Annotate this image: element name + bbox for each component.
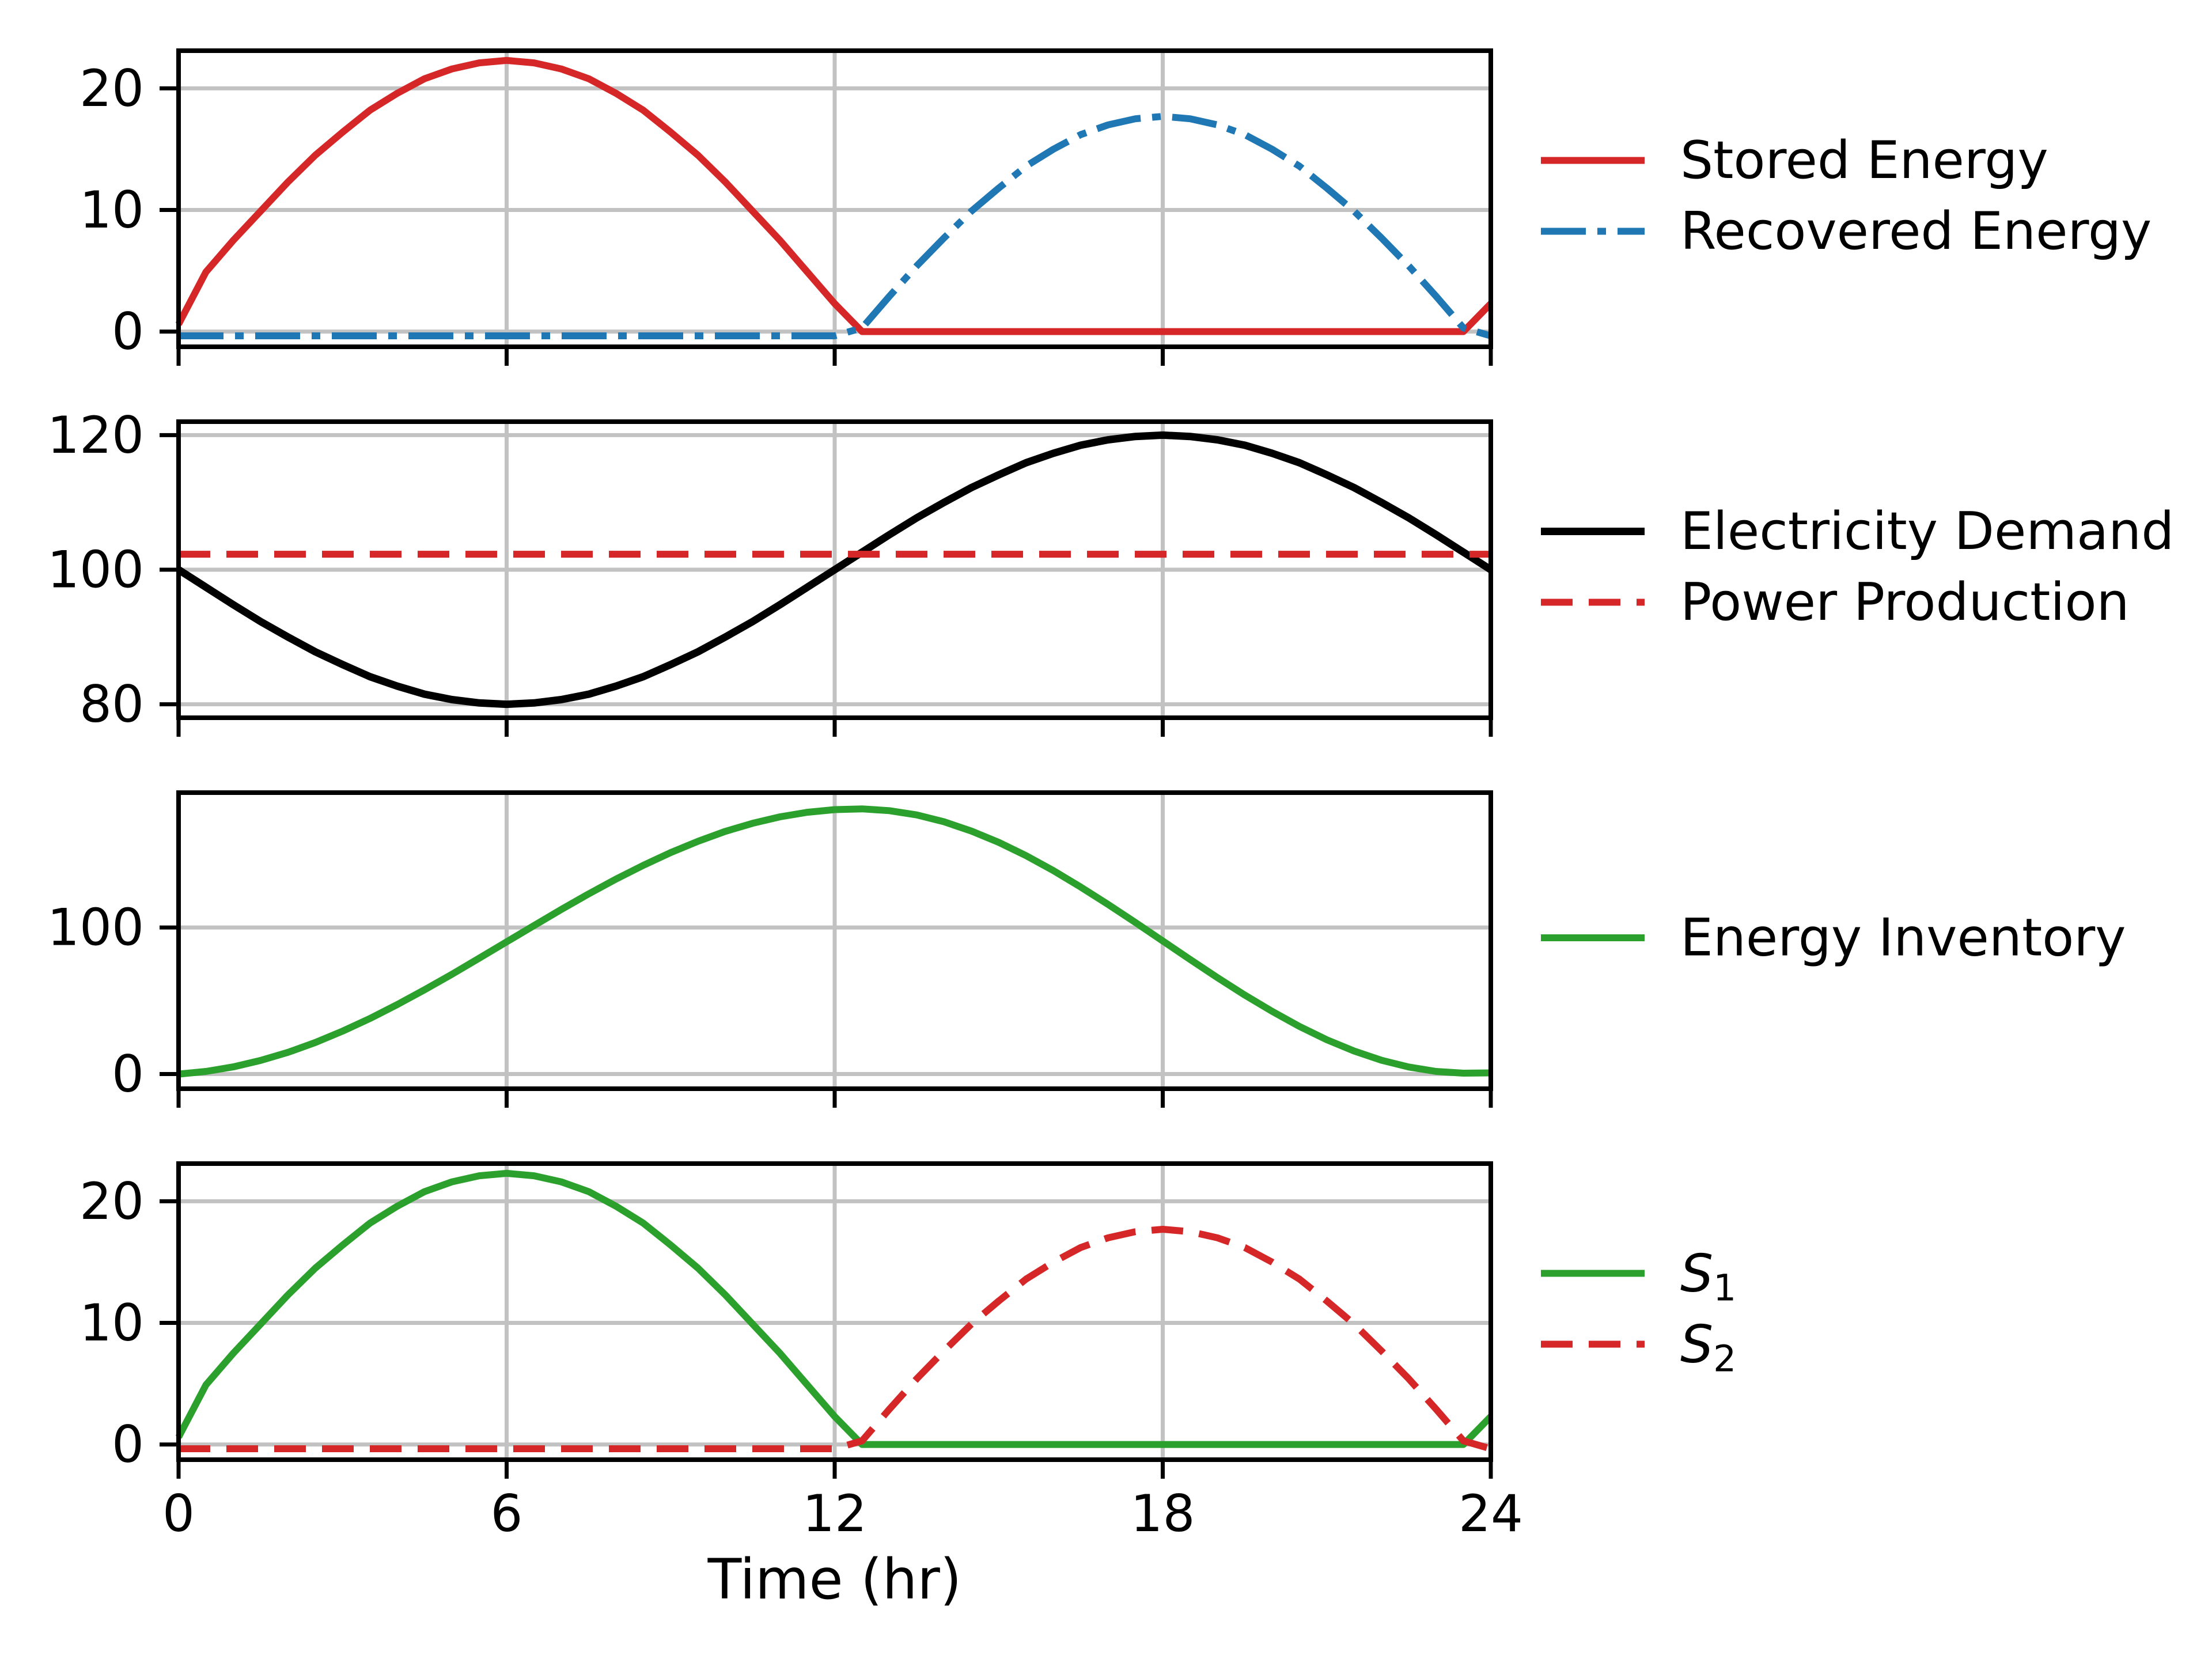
x-tick-label: 0: [162, 1484, 195, 1543]
y-tick-label: 80: [79, 675, 144, 734]
x-tick-label: 18: [1131, 1484, 1195, 1543]
y-tick-label: 20: [79, 59, 144, 118]
legend-entry: Power Production: [1541, 572, 2130, 632]
series-s-1: [175, 1169, 1494, 1448]
legend: Energy Inventory: [1541, 908, 2126, 968]
y-tick-label: 0: [112, 1044, 144, 1104]
y-tick-label: 10: [79, 180, 144, 240]
x-tick-label: 24: [1459, 1484, 1523, 1543]
series-recovered-energy: [179, 113, 1492, 339]
y-tick-label: 10: [79, 1293, 144, 1353]
legend-label: Power Production: [1680, 572, 2130, 632]
subplot-3: 0 100 Energy Inventory: [47, 790, 2126, 1108]
series-stored-energy: [175, 56, 1494, 335]
legend: Electricity Demand Power Production: [1541, 501, 2174, 632]
legend-entry: Electricity Demand: [1541, 501, 2174, 562]
y-tick-label: 0: [112, 302, 144, 361]
legend-label: Recovered Energy: [1680, 201, 2152, 262]
y-tick-label: 100: [47, 540, 144, 600]
series-energy-inventory: [178, 805, 1491, 1078]
series-s-2: [179, 1226, 1492, 1452]
x-tick-label: 12: [802, 1484, 867, 1543]
y-tick-label: 0: [112, 1415, 144, 1474]
legend-entry: Energy Inventory: [1541, 908, 2126, 968]
y-tick-label: 120: [47, 406, 144, 465]
legend-label: Stored Energy: [1680, 130, 2048, 191]
legend: Stored Energy Recovered Energy: [1541, 130, 2152, 262]
x-tick-label: 6: [491, 1484, 523, 1543]
series-electricity-demand: [176, 431, 1493, 709]
subplot-2: 80 100 120 Electricity Demand Power Producti…: [47, 406, 2174, 737]
legend-label: S2: [1680, 1314, 1736, 1380]
legend-entry: Stored Energy: [1541, 130, 2048, 191]
subplot-1: 0 10 20 Stored Energy Recovered Energy: [79, 48, 2152, 366]
legend-entry: S2: [1541, 1314, 1736, 1380]
legend-label: Energy Inventory: [1680, 908, 2126, 968]
x-axis-label: Time (hr): [707, 1547, 962, 1612]
legend-label: S1: [1680, 1243, 1736, 1309]
y-tick-label: 20: [79, 1172, 144, 1231]
legend-entry: Recovered Energy: [1541, 201, 2152, 262]
y-tick-label: 100: [47, 898, 144, 957]
legend-entry: S1: [1541, 1243, 1736, 1309]
legend-label: Electricity Demand: [1680, 501, 2174, 562]
